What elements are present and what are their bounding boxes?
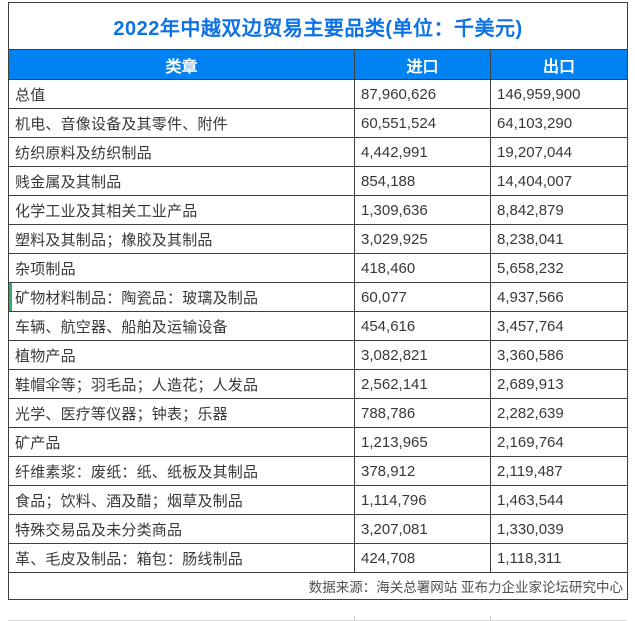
category-cell: 特殊交易品及未分类商品: [8, 514, 355, 544]
title-row: 2022年中越双边贸易主要品类(单位：千美元): [8, 2, 628, 50]
export-value-cell: 14,404,007: [490, 166, 628, 196]
table-row: 革、毛皮及制品：箱包：肠线制品 424,708 1,118,311: [8, 543, 628, 573]
import-value-cell: 60,077: [354, 282, 491, 312]
export-value-cell: 2,282,639: [490, 398, 628, 428]
table-row: 纤维素浆：废纸：纸、纸板及其制品 378,912 2,119,487: [8, 456, 628, 486]
table-row: 鞋帽伞等；羽毛品；人造花；人发品 2,562,141 2,689,913: [8, 369, 628, 399]
gridline-remnant: [490, 616, 491, 621]
import-value-cell: 418,460: [354, 253, 491, 283]
export-value-cell: 3,360,586: [490, 340, 628, 370]
category-cell: 鞋帽伞等；羽毛品；人造花；人发品: [8, 369, 355, 399]
category-cell: 食品；饮料、酒及醋；烟草及制品: [8, 485, 355, 515]
import-value-cell: 3,029,925: [354, 224, 491, 254]
category-cell: 杂项制品: [8, 253, 355, 283]
table-row: 总值 87,960,626 146,959,900: [8, 79, 628, 109]
import-value-cell: 3,082,821: [354, 340, 491, 370]
export-value-cell: 146,959,900: [490, 79, 628, 109]
import-value-cell: 454,616: [354, 311, 491, 341]
category-cell: 贱金属及其制品: [8, 166, 355, 196]
category-cell: 化学工业及其相关工业产品: [8, 195, 355, 225]
header-row: 类章 进口 出口: [8, 49, 628, 80]
category-cell: 总值: [8, 79, 355, 109]
table-row: 特殊交易品及未分类商品 3,207,081 1,330,039: [8, 514, 628, 544]
category-cell: 塑料及其制品；橡胶及其制品: [8, 224, 355, 254]
category-cell: 矿物材料制品：陶瓷品：玻璃及制品: [8, 282, 355, 312]
table-row: 机电、音像设备及其零件、附件 60,551,524 64,103,290: [8, 108, 628, 138]
import-value-cell: 424,708: [354, 543, 491, 573]
import-value-cell: 3,207,081: [354, 514, 491, 544]
export-value-cell: 2,169,764: [490, 427, 628, 457]
gridline-remnant: [354, 616, 355, 621]
export-value-cell: 19,207,044: [490, 137, 628, 167]
import-value-cell: 1,114,796: [354, 485, 491, 515]
table-row: 矿物材料制品：陶瓷品：玻璃及制品 60,077 4,937,566: [8, 282, 628, 312]
import-value-cell: 4,442,991: [354, 137, 491, 167]
import-value-cell: 2,562,141: [354, 369, 491, 399]
export-value-cell: 5,658,232: [490, 253, 628, 283]
category-cell: 车辆、航空器、船舶及运输设备: [8, 311, 355, 341]
import-value-cell: 87,960,626: [354, 79, 491, 109]
table-row: 贱金属及其制品 854,188 14,404,007: [8, 166, 628, 196]
import-value-cell: 378,912: [354, 456, 491, 486]
table-row: 矿产品 1,213,965 2,169,764: [8, 427, 628, 457]
export-value-cell: 8,238,041: [490, 224, 628, 254]
column-header-category: 类章: [8, 49, 355, 80]
category-cell: 纺织原料及纺织制品: [8, 137, 355, 167]
trade-table: 2022年中越双边贸易主要品类(单位：千美元) 类章 进口 出口 总值 87,9…: [8, 2, 628, 600]
import-value-cell: 854,188: [354, 166, 491, 196]
table-row: 植物产品 3,082,821 3,360,586: [8, 340, 628, 370]
export-value-cell: 64,103,290: [490, 108, 628, 138]
import-value-cell: 1,309,636: [354, 195, 491, 225]
import-value-cell: 60,551,524: [354, 108, 491, 138]
table-row: 杂项制品 418,460 5,658,232: [8, 253, 628, 283]
column-header-import: 进口: [354, 49, 491, 80]
table-row: 化学工业及其相关工业产品 1,309,636 8,842,879: [8, 195, 628, 225]
table-row: 塑料及其制品；橡胶及其制品 3,029,925 8,238,041: [8, 224, 628, 254]
category-cell: 机电、音像设备及其零件、附件: [8, 108, 355, 138]
category-cell: 植物产品: [8, 340, 355, 370]
export-value-cell: 1,330,039: [490, 514, 628, 544]
export-value-cell: 8,842,879: [490, 195, 628, 225]
import-value-cell: 788,786: [354, 398, 491, 428]
column-header-export: 出口: [490, 49, 628, 80]
export-value-cell: 3,457,764: [490, 311, 628, 341]
data-source-note: 数据来源：海关总署网站 亚布力企业家论坛研究中心: [8, 572, 628, 600]
export-value-cell: 2,119,487: [490, 456, 628, 486]
table-row: 纺织原料及纺织制品 4,442,991 19,207,044: [8, 137, 628, 167]
export-value-cell: 2,689,913: [490, 369, 628, 399]
category-cell: 纤维素浆：废纸：纸、纸板及其制品: [8, 456, 355, 486]
table-title: 2022年中越双边贸易主要品类(单位：千美元): [8, 2, 628, 50]
table-row: 食品；饮料、酒及醋；烟草及制品 1,114,796 1,463,544: [8, 485, 628, 515]
import-value-cell: 1,213,965: [354, 427, 491, 457]
export-value-cell: 1,118,311: [490, 543, 628, 573]
category-cell: 光学、医疗等仪器；钟表；乐器: [8, 398, 355, 428]
export-value-cell: 1,463,544: [490, 485, 628, 515]
export-value-cell: 4,937,566: [490, 282, 628, 312]
category-cell: 矿产品: [8, 427, 355, 457]
category-cell: 革、毛皮及制品：箱包：肠线制品: [8, 543, 355, 573]
table-row: 光学、医疗等仪器；钟表；乐器 788,786 2,282,639: [8, 398, 628, 428]
table-row: 车辆、航空器、船舶及运输设备 454,616 3,457,764: [8, 311, 628, 341]
footer-row: 数据来源：海关总署网站 亚布力企业家论坛研究中心: [8, 572, 628, 600]
